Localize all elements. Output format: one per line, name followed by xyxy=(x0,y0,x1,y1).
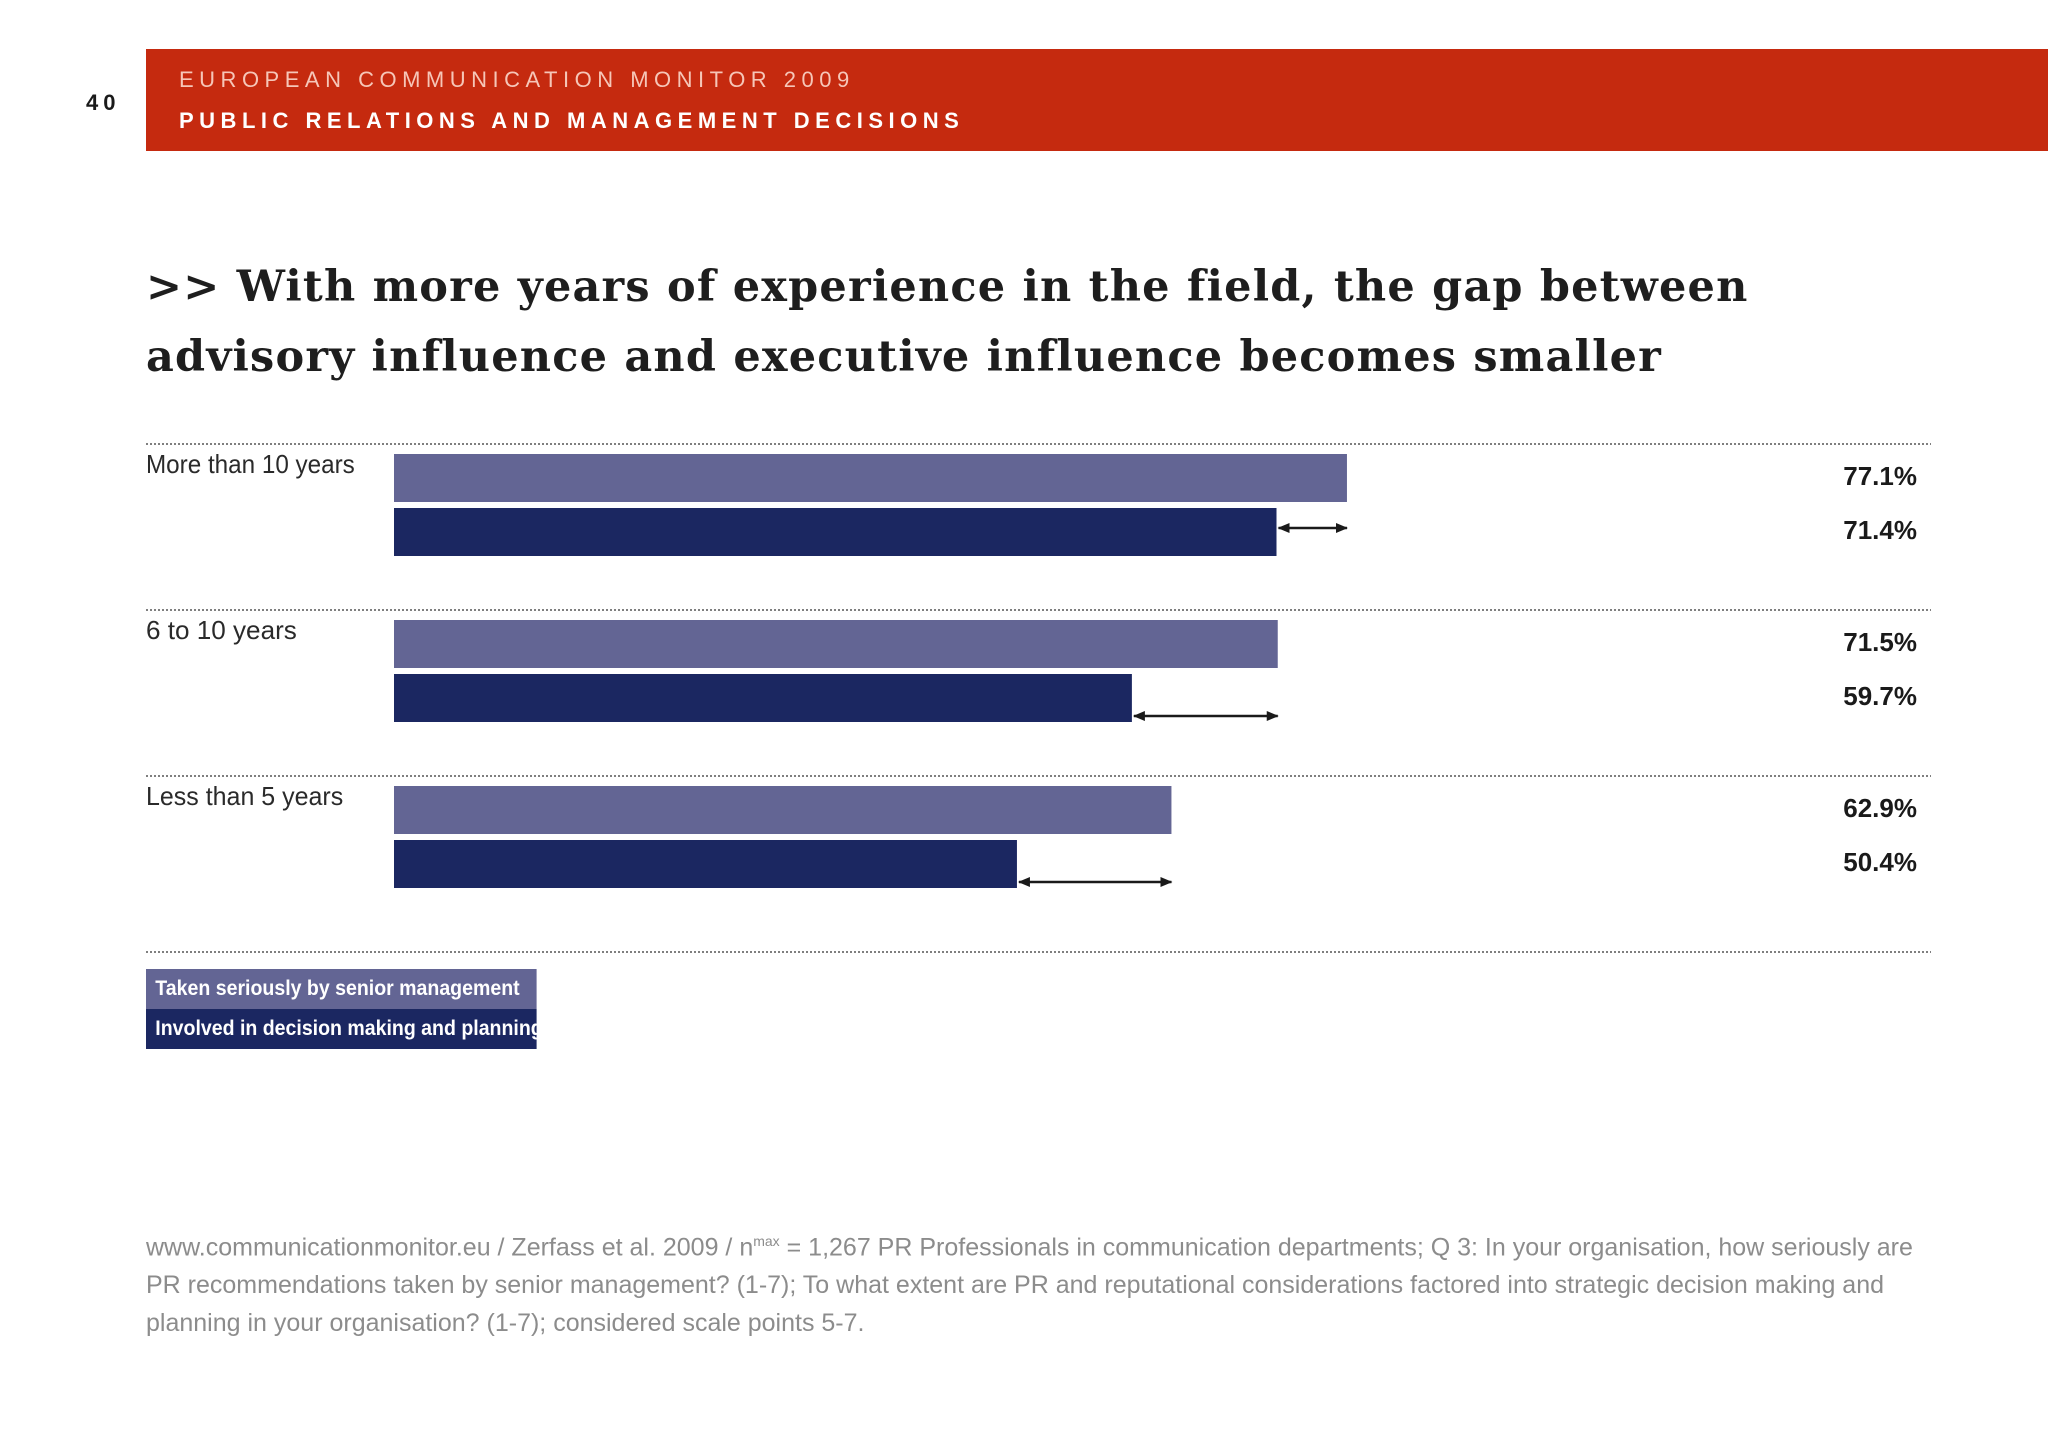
value-label: 71.4% xyxy=(1843,515,1917,545)
publication-title: EUROPEAN COMMUNICATION MONITOR 2009 xyxy=(179,67,855,92)
legend-item-executive: Involved in decision making and planning xyxy=(146,1009,543,1049)
chart-headline: >> With more years of experience in the … xyxy=(146,262,1749,382)
section-title: PUBLIC RELATIONS AND MANAGEMENT DECISION… xyxy=(179,108,965,133)
value-label: 62.9% xyxy=(1843,793,1917,823)
footnote-text: = 1,267 PR Professionals in communicatio… xyxy=(146,1233,1913,1338)
value-label: 77.1% xyxy=(1843,461,1917,491)
bar-executive xyxy=(394,508,1277,556)
bar-advisory xyxy=(394,620,1278,668)
header-banner: EUROPEAN COMMUNICATION MONITOR 2009 PUBL… xyxy=(146,49,2048,151)
source-footnote: www.communicationmonitor.eu / Zerfass et… xyxy=(146,1222,1926,1342)
bar-executive xyxy=(394,674,1132,722)
legend-item-advisory: Taken seriously by senior management xyxy=(146,969,537,1009)
category-label: Less than 5 years xyxy=(146,781,343,811)
value-label: 50.4% xyxy=(1843,847,1917,877)
bar-executive xyxy=(394,840,1017,888)
value-label: 71.5% xyxy=(1843,627,1917,657)
category-label: 6 to 10 years xyxy=(146,615,297,645)
bar-advisory xyxy=(394,454,1347,502)
page-number: 40 xyxy=(86,90,121,115)
footnote-superscript: max xyxy=(753,1233,780,1249)
value-label: 59.7% xyxy=(1843,681,1917,711)
bar-advisory xyxy=(394,786,1172,834)
footnote-source: www.communicationmonitor.eu / Zerfass et… xyxy=(146,1233,754,1262)
chart-legend: Taken seriously by senior management Inv… xyxy=(146,969,566,1049)
category-label: More than 10 years xyxy=(146,449,355,479)
